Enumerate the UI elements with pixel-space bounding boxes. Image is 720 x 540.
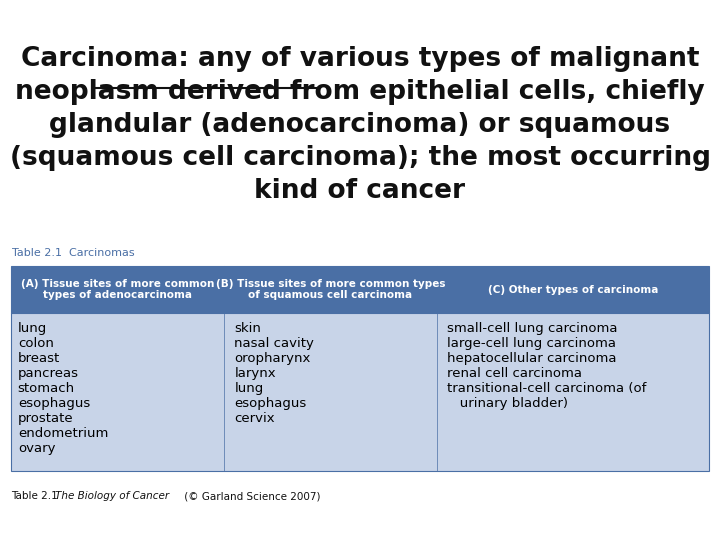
Text: prostate: prostate (18, 412, 73, 425)
Text: small-cell lung carcinoma: small-cell lung carcinoma (447, 322, 618, 335)
Text: cervix: cervix (235, 412, 275, 425)
Text: (A) Tissue sites of more common
types of adenocarcinoma: (A) Tissue sites of more common types of… (21, 279, 214, 300)
Text: oropharynx: oropharynx (235, 352, 311, 365)
Text: Carcinoma: any of various types of malignant
neoplasm derived from epithelial ce: Carcinoma: any of various types of malig… (9, 46, 711, 204)
Text: larynx: larynx (235, 367, 276, 380)
Text: lung: lung (18, 322, 47, 335)
Text: renal cell carcinoma: renal cell carcinoma (447, 367, 582, 380)
Text: Table 2.1: Table 2.1 (11, 491, 64, 502)
Bar (437, 266, 709, 313)
Text: transitional-cell carcinoma (of
   urinary bladder): transitional-cell carcinoma (of urinary … (447, 382, 647, 410)
Text: esophagus: esophagus (18, 397, 90, 410)
Text: hepatocellular carcinoma: hepatocellular carcinoma (447, 352, 617, 365)
Text: The Biology of Cancer: The Biology of Cancer (55, 491, 169, 502)
Text: colon: colon (18, 336, 54, 350)
Text: large-cell lung carcinoma: large-cell lung carcinoma (447, 336, 616, 350)
Bar (11, 313, 709, 471)
Text: pancreas: pancreas (18, 367, 78, 380)
Text: Table 2.1  Carcinomas: Table 2.1 Carcinomas (12, 248, 135, 258)
Bar (224, 266, 437, 313)
Text: skin: skin (235, 322, 261, 335)
Bar (11, 266, 224, 313)
Text: stomach: stomach (18, 382, 75, 395)
Text: (C) Other types of carcinoma: (C) Other types of carcinoma (488, 285, 658, 295)
Text: nasal cavity: nasal cavity (235, 336, 314, 350)
Text: breast: breast (18, 352, 60, 365)
Text: endometrium: endometrium (18, 427, 108, 440)
Text: (© Garland Science 2007): (© Garland Science 2007) (181, 491, 321, 502)
Text: ovary: ovary (18, 442, 55, 455)
Text: (B) Tissue sites of more common types
of squamous cell carcinoma: (B) Tissue sites of more common types of… (215, 279, 445, 300)
Text: lung: lung (235, 382, 264, 395)
Text: esophagus: esophagus (235, 397, 307, 410)
